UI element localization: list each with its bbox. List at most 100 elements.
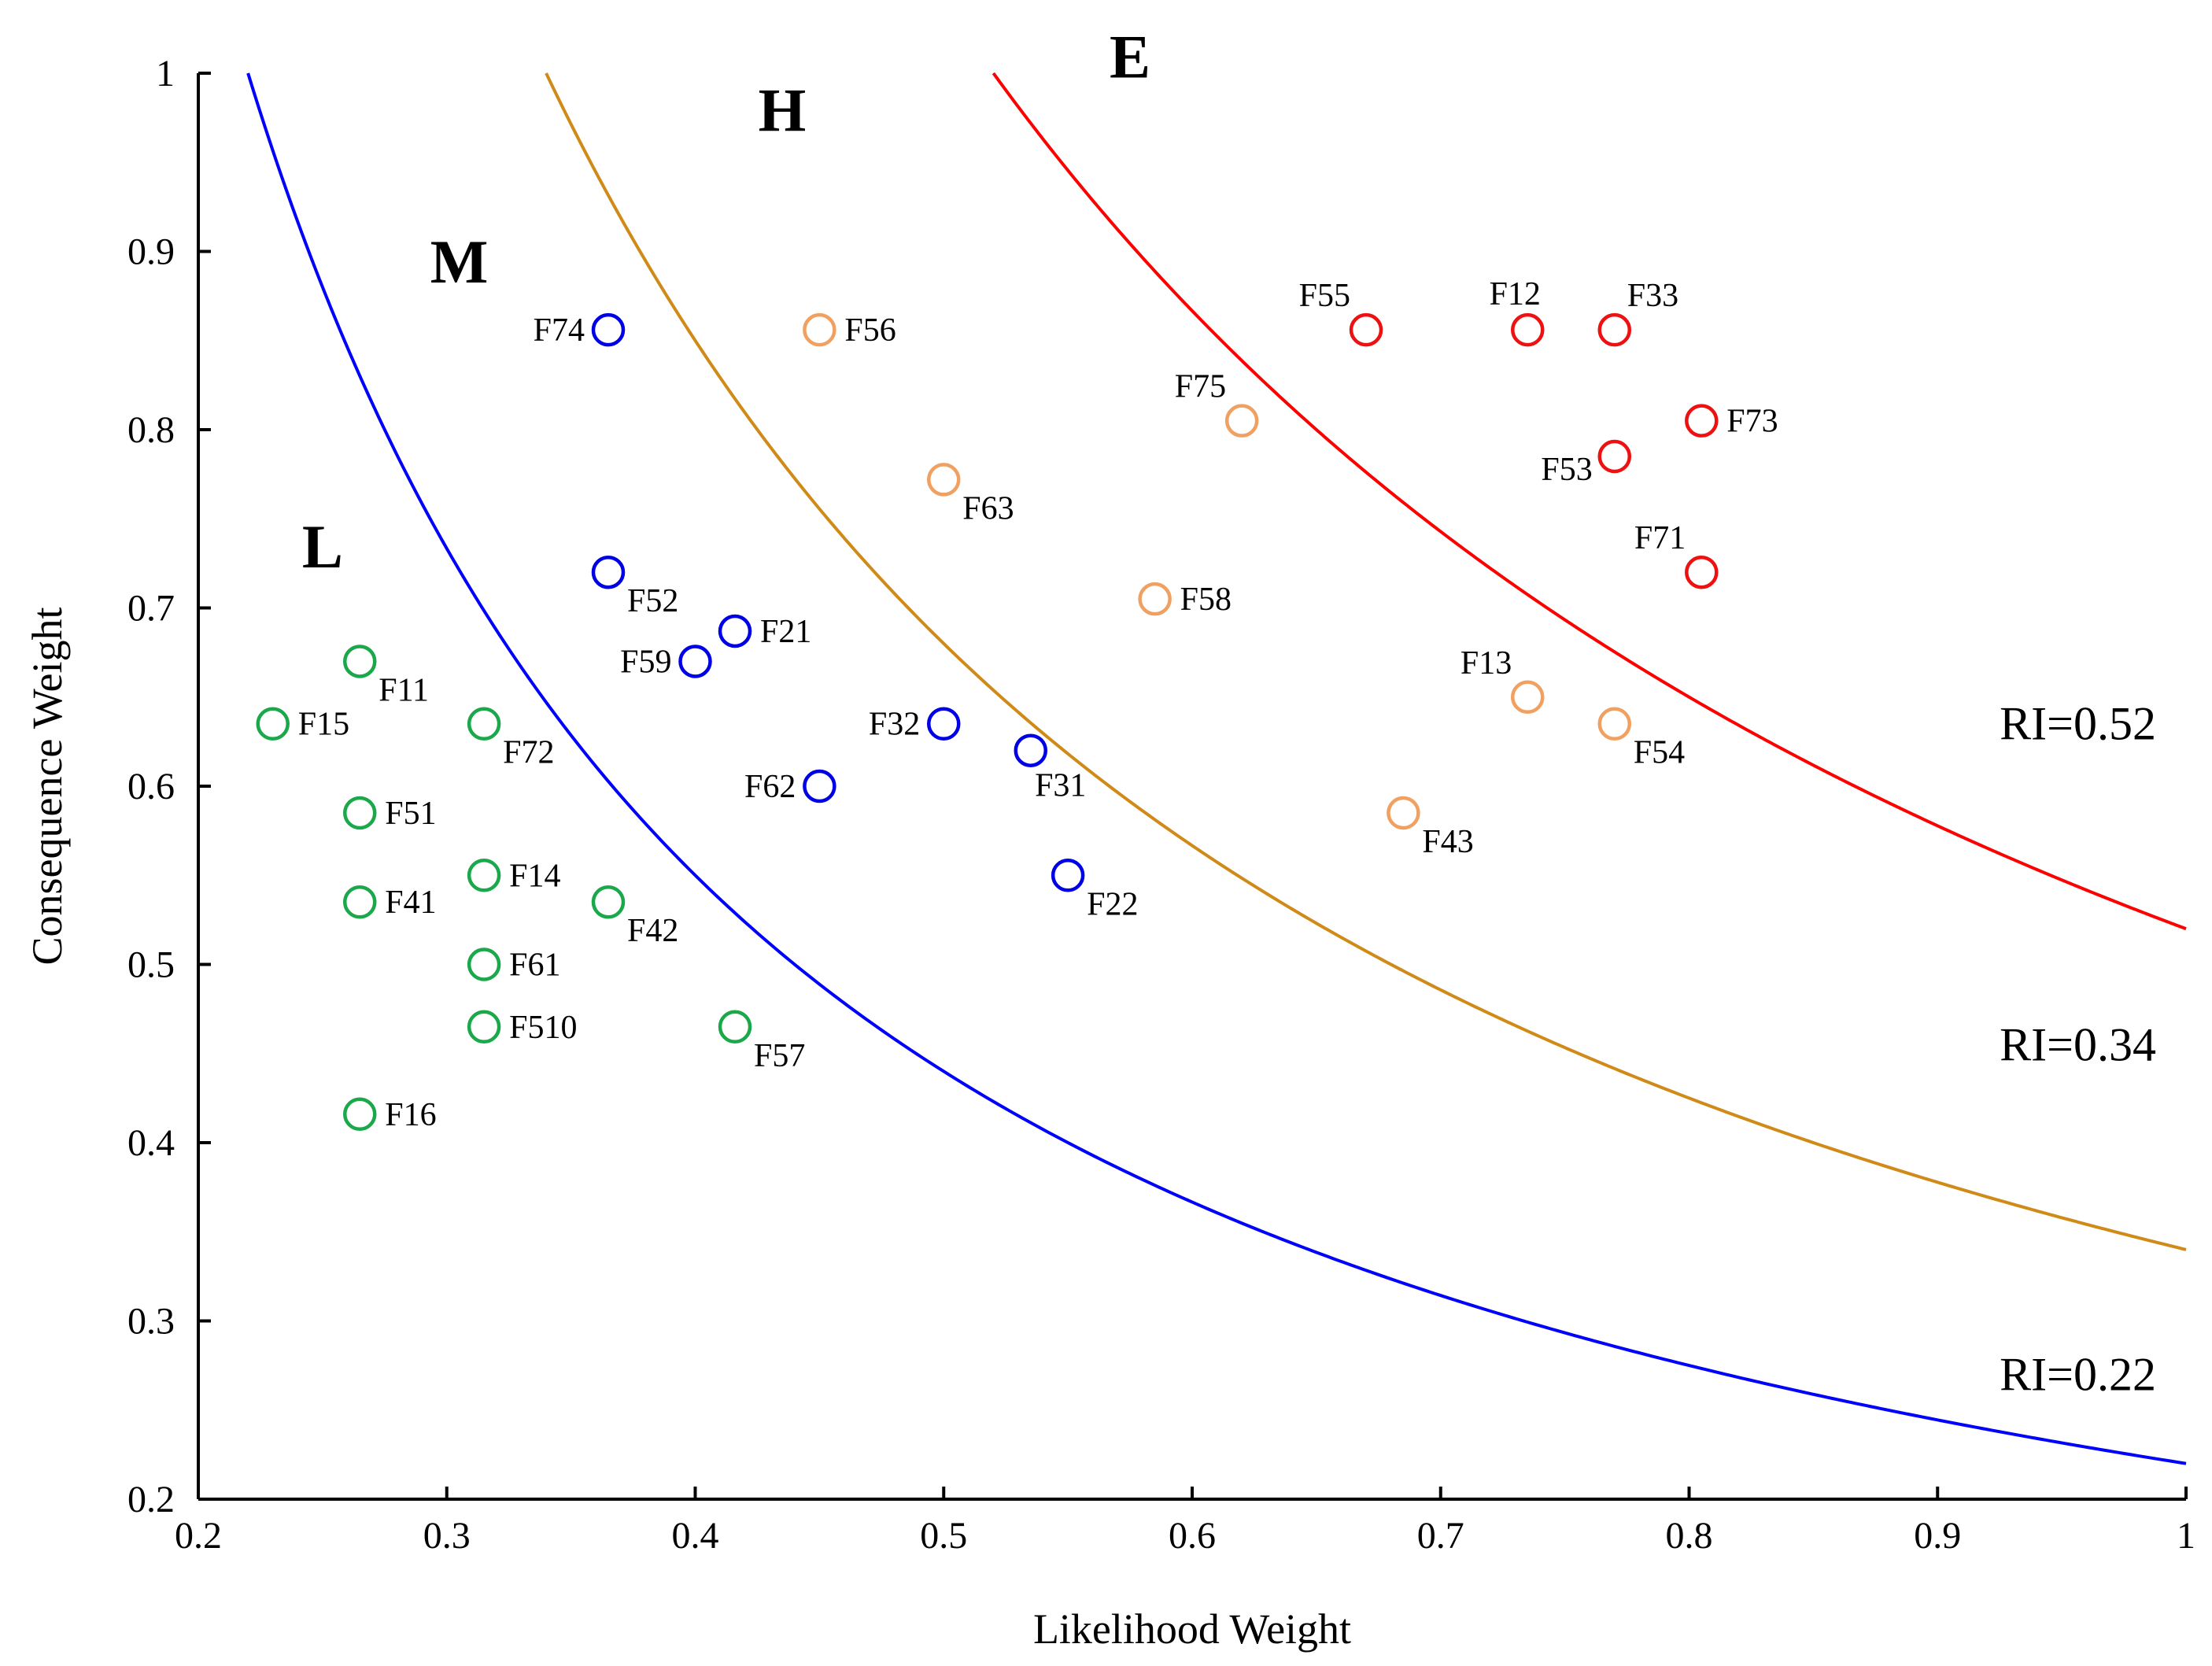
- point-label-f55: F55: [1299, 278, 1350, 314]
- point-f11: [342, 645, 377, 678]
- point-label-f75: F75: [1175, 369, 1226, 405]
- x-axis-title: Likelihood Weight: [1033, 1605, 1351, 1653]
- point-f12: [1511, 312, 1545, 347]
- point-label-f32: F32: [869, 707, 920, 743]
- y-tick-label: 1: [156, 53, 175, 94]
- point-f510: [467, 1010, 501, 1044]
- point-label-f16: F16: [385, 1097, 436, 1133]
- point-label-f13: F13: [1461, 645, 1512, 682]
- point-label-f57: F57: [754, 1038, 805, 1074]
- point-label-f42: F42: [627, 913, 678, 949]
- point-f75: [1224, 404, 1259, 438]
- point-f16: [342, 1097, 377, 1132]
- point-label-f15: F15: [298, 707, 349, 743]
- x-tick-label: 0.8: [1666, 1515, 1713, 1557]
- curve-ri-0-34: [545, 72, 2187, 1251]
- series-low: F11 F15 F72 F51 F14 F41 F42 F61 F510 F57 F16: [256, 645, 805, 1133]
- point-f56: [803, 312, 836, 347]
- point-label-f51: F51: [385, 796, 436, 832]
- point-f43: [1387, 796, 1420, 830]
- y-tick-label: 0.3: [127, 1301, 175, 1343]
- x-tick-label: 0.3: [423, 1515, 471, 1557]
- point-f22: [1051, 859, 1085, 892]
- point-f21: [718, 614, 752, 648]
- point-f14: [467, 859, 501, 892]
- y-tick-label: 0.4: [127, 1122, 175, 1164]
- point-f51: [342, 796, 377, 830]
- point-f54: [1597, 707, 1632, 741]
- x-tick-label: 0.5: [920, 1515, 967, 1557]
- point-label-f53: F53: [1541, 452, 1592, 488]
- y-tick-label: 0.8: [127, 409, 175, 451]
- point-label-f56: F56: [844, 312, 896, 349]
- point-f72: [467, 707, 501, 741]
- x-tick-label: 0.9: [1914, 1515, 1961, 1557]
- point-label-f31: F31: [1035, 768, 1086, 804]
- point-label-f14: F14: [509, 858, 560, 894]
- series-medium: F74 F52 F21 F59 F32 F31 F62 F22: [534, 312, 1139, 922]
- x-tick-label: 0.6: [1169, 1515, 1216, 1557]
- data-points: F11 F15 F72 F51 F14 F41 F42 F61 F510 F57 F16 F74 F52…: [256, 276, 1778, 1133]
- point-label-f62: F62: [744, 769, 796, 805]
- y-tick-label: 0.9: [127, 231, 175, 273]
- point-f31: [1014, 733, 1048, 767]
- point-f42: [591, 885, 626, 919]
- point-f59: [678, 645, 712, 678]
- point-f71: [1685, 555, 1719, 589]
- axes: 0.2 0.3 0.4 0.5 0.6 0.7 0.8 0.9 1 0.2 0.3 0.4 0.5 0.6…: [24, 53, 2195, 1653]
- point-label-f54: F54: [1634, 735, 1685, 771]
- point-label-f74: F74: [534, 312, 585, 349]
- y-tick-label: 0.5: [127, 944, 175, 986]
- point-label-f58: F58: [1180, 582, 1232, 618]
- x-tick-label: 0.2: [175, 1515, 222, 1557]
- x-tick-label: 0.4: [672, 1515, 719, 1557]
- point-f74: [591, 312, 626, 347]
- series-high: F56 F75 F63 F58 F13 F54 F43: [803, 312, 1685, 860]
- annotations: L M H E RI=0.22 RI=0.34 RI=0.52: [302, 22, 2156, 1400]
- ri-label-ri-0-22: RI=0.22: [2000, 1348, 2156, 1400]
- y-tick-label: 0.6: [127, 766, 175, 807]
- point-label-f63: F63: [962, 490, 1014, 526]
- y-tick-label: 0.2: [127, 1479, 175, 1520]
- point-label-f12: F12: [1490, 276, 1541, 312]
- point-f58: [1138, 582, 1172, 616]
- zone-label-h: H: [759, 76, 807, 144]
- point-f55: [1349, 312, 1383, 347]
- ri-curves: [246, 72, 2187, 1465]
- point-label-f71: F71: [1634, 520, 1686, 556]
- y-axis-title: Consequence Weight: [24, 607, 71, 965]
- point-f73: [1685, 404, 1719, 438]
- zone-label-l: L: [302, 512, 343, 581]
- point-label-f21: F21: [760, 614, 811, 650]
- point-label-f510: F510: [509, 1010, 577, 1046]
- point-label-f73: F73: [1726, 404, 1778, 440]
- point-label-f52: F52: [627, 583, 678, 619]
- point-label-f11: F11: [379, 672, 429, 708]
- point-f52: [591, 555, 626, 589]
- curve-ri-0-52: [992, 72, 2187, 931]
- point-f57: [718, 1010, 752, 1044]
- point-f15: [256, 707, 290, 741]
- ri-label-ri-0-34: RI=0.34: [2000, 1018, 2156, 1070]
- y-tick-label: 0.7: [127, 588, 175, 630]
- series-extreme: F55 F12 F33 F73 F53 F71: [1299, 276, 1778, 589]
- point-f32: [927, 707, 961, 741]
- point-f61: [467, 948, 501, 981]
- point-label-f41: F41: [385, 885, 436, 921]
- x-tick-label: 1: [2177, 1515, 2195, 1557]
- point-label-f33: F33: [1627, 278, 1678, 314]
- point-label-f59: F59: [620, 644, 671, 680]
- ri-label-ri-0-52: RI=0.52: [2000, 698, 2156, 750]
- zone-label-e: E: [1110, 22, 1150, 91]
- point-f41: [342, 885, 377, 919]
- point-f63: [927, 463, 961, 497]
- point-f53: [1597, 439, 1632, 474]
- point-label-f22: F22: [1087, 886, 1138, 922]
- point-f13: [1511, 680, 1545, 714]
- zone-label-m: M: [430, 227, 489, 296]
- point-f62: [803, 769, 836, 803]
- point-label-f43: F43: [1422, 824, 1473, 860]
- point-label-f61: F61: [509, 948, 560, 984]
